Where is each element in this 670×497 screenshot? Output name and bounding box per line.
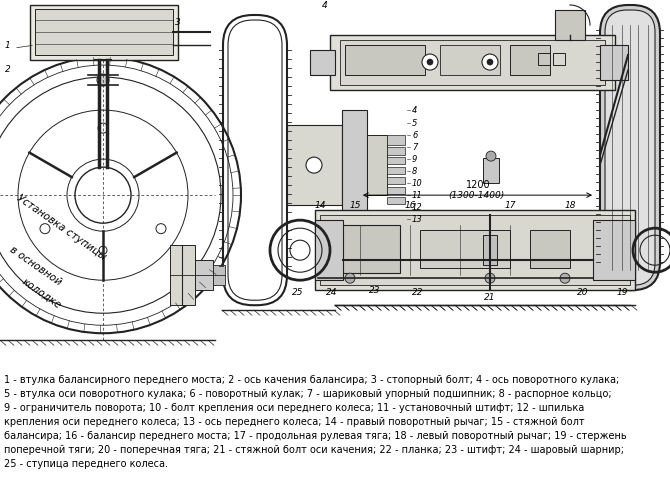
Bar [440,45,500,75]
Text: 18: 18 [564,201,576,210]
Bar [30,5,178,60]
Bar [387,197,405,204]
Bar [600,45,628,80]
Bar [530,230,570,268]
Text: Установка ступицы: Установка ступицы [15,193,108,262]
Circle shape [486,151,496,161]
Bar [387,187,405,194]
Text: 12: 12 [412,203,423,212]
Text: 13: 13 [412,215,423,224]
Text: колодке: колодке [20,276,63,310]
Text: 7: 7 [412,143,417,152]
Bar [195,260,213,290]
Circle shape [422,54,438,70]
Text: 11: 11 [412,191,423,200]
Bar [367,135,387,195]
Bar [315,220,343,280]
Bar [553,53,565,65]
Text: 25: 25 [292,288,304,297]
Text: 24: 24 [326,288,338,297]
Bar [387,167,405,174]
Text: 16: 16 [404,201,416,210]
Bar [593,220,635,280]
Bar [387,157,405,164]
Circle shape [487,59,493,65]
Circle shape [427,59,433,65]
Bar [310,50,335,75]
Text: 17: 17 [505,201,516,210]
Bar [483,158,499,183]
Bar [342,110,367,220]
Circle shape [485,273,495,283]
Text: 8: 8 [412,166,417,175]
FancyBboxPatch shape [600,5,660,290]
Bar [538,53,550,65]
Bar [387,135,405,145]
Circle shape [345,273,355,283]
Circle shape [482,54,498,70]
Text: 2: 2 [5,65,11,74]
Text: 20: 20 [578,288,589,297]
Bar [483,235,497,265]
Text: 1: 1 [5,41,11,50]
Text: 19: 19 [616,288,628,297]
Text: (1300-1400): (1300-1400) [448,191,504,200]
FancyBboxPatch shape [605,10,655,285]
Bar [35,9,173,55]
Text: 4: 4 [412,105,417,115]
Bar [387,147,405,155]
Bar [510,45,550,75]
Text: 3: 3 [175,18,181,27]
Text: 22: 22 [412,288,423,297]
Text: 23: 23 [369,286,381,295]
Bar [340,40,605,85]
Text: 1 - втулка балансирного переднего моста; 2 - ось качения балансира; 3 - стопорны: 1 - втулка балансирного переднего моста;… [4,375,626,469]
Bar [320,215,630,285]
Bar [170,245,195,305]
Bar [330,35,615,90]
Bar [340,225,400,273]
Text: 6: 6 [412,131,417,140]
Bar [345,45,425,75]
Text: 14: 14 [314,201,326,210]
Text: 5: 5 [412,119,417,128]
Bar [213,265,225,285]
Text: 10: 10 [412,178,423,188]
Bar [387,177,405,184]
Circle shape [560,273,570,283]
Text: 21: 21 [484,293,496,302]
Bar [420,230,510,268]
Text: 1200: 1200 [466,180,490,190]
Text: 4: 4 [322,1,328,10]
Text: 15: 15 [349,201,360,210]
Bar [555,10,585,40]
Circle shape [306,157,322,173]
Circle shape [97,74,109,86]
Bar [315,210,635,290]
Text: 9: 9 [412,155,417,164]
Text: в основной: в основной [8,244,64,287]
Bar [287,125,342,205]
